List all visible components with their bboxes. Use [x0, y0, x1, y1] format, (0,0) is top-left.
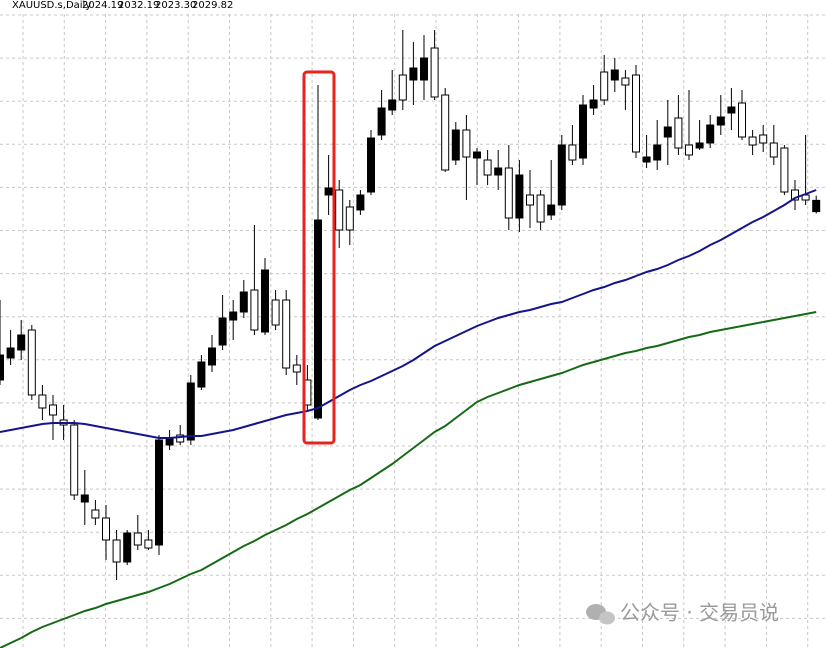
candle-body [557, 144, 566, 206]
candle-body [176, 434, 185, 443]
candle-body [282, 299, 291, 369]
candle-body [165, 437, 174, 446]
candle-body [600, 71, 609, 101]
candle-body [716, 116, 725, 126]
moving-average-line [0, 311, 817, 648]
candle-body [748, 136, 757, 146]
candle-body [780, 147, 789, 193]
candle-body [462, 129, 471, 158]
candle-body [261, 269, 269, 333]
candle-body [642, 156, 651, 163]
candle-body [314, 219, 322, 419]
candle-body [589, 99, 598, 109]
candle-body [504, 167, 513, 219]
candle-body [663, 126, 672, 138]
candle-body [345, 206, 354, 231]
candle-body [377, 107, 386, 136]
last-low: 2023.30 [155, 0, 196, 11]
candle-body [706, 124, 715, 144]
candle-body [324, 187, 333, 196]
candle-body [738, 102, 746, 138]
moving-average-line [0, 189, 817, 439]
candle-body [695, 142, 704, 149]
candle-body [674, 117, 683, 149]
candle-body [229, 311, 238, 321]
watermark-icon [586, 604, 615, 625]
candle-body [451, 129, 460, 161]
candle-body [6, 347, 15, 359]
candle-body [356, 194, 365, 211]
candle-body [759, 134, 768, 144]
candle-body [239, 291, 248, 313]
candle-body [547, 204, 556, 216]
candle-body [17, 334, 26, 351]
candle-body [398, 74, 407, 101]
last-open: 2024.19 [82, 0, 123, 11]
candle-body [292, 364, 301, 373]
candle-body [208, 347, 216, 366]
candle-body [812, 199, 821, 213]
last-close: 2029.82 [192, 0, 233, 11]
candle-body [526, 194, 534, 206]
candle-body [102, 517, 110, 541]
candle-body [133, 532, 142, 546]
candle-body [186, 382, 195, 441]
symbol-label: XAUUSD.s,Daily [12, 0, 91, 11]
candle-body [685, 144, 693, 156]
candle-body [155, 439, 163, 546]
candle-body [769, 142, 778, 158]
candle-body [536, 194, 545, 223]
candle-body [38, 394, 47, 409]
candle-body [70, 424, 79, 496]
candle-body [123, 532, 132, 563]
candle-body [409, 67, 418, 81]
candle-body [610, 69, 619, 81]
candle-body [621, 77, 630, 86]
candle-body [579, 104, 587, 159]
candle-body [80, 494, 89, 503]
candle-body [388, 99, 397, 111]
candle-body [91, 509, 100, 519]
candle-body [112, 539, 121, 563]
candle-body [49, 404, 57, 416]
candle-body [441, 94, 450, 171]
candle-body [420, 57, 428, 81]
candle-body [218, 317, 227, 346]
candle-body [0, 354, 4, 381]
candle-body [483, 159, 492, 176]
candle-body [791, 189, 799, 201]
candle-body [515, 174, 524, 219]
candle-body [335, 189, 344, 231]
candle-body [568, 144, 577, 161]
candle-body [144, 539, 153, 549]
candle-body [632, 74, 640, 153]
last-high: 2032.19 [118, 0, 159, 11]
candle-body [430, 47, 439, 98]
watermark: 公众号 · 交易员说 [620, 601, 779, 625]
candle-body [271, 299, 280, 326]
plot-area [0, 30, 821, 648]
highlight-box [302, 70, 336, 445]
candle-body [473, 151, 481, 159]
candle-body [367, 137, 375, 193]
candle-body [727, 106, 736, 114]
candle-body [197, 361, 206, 388]
candle-body [27, 329, 36, 396]
candle-body [653, 144, 662, 161]
candle-body [494, 167, 503, 176]
candle-body [250, 289, 259, 331]
